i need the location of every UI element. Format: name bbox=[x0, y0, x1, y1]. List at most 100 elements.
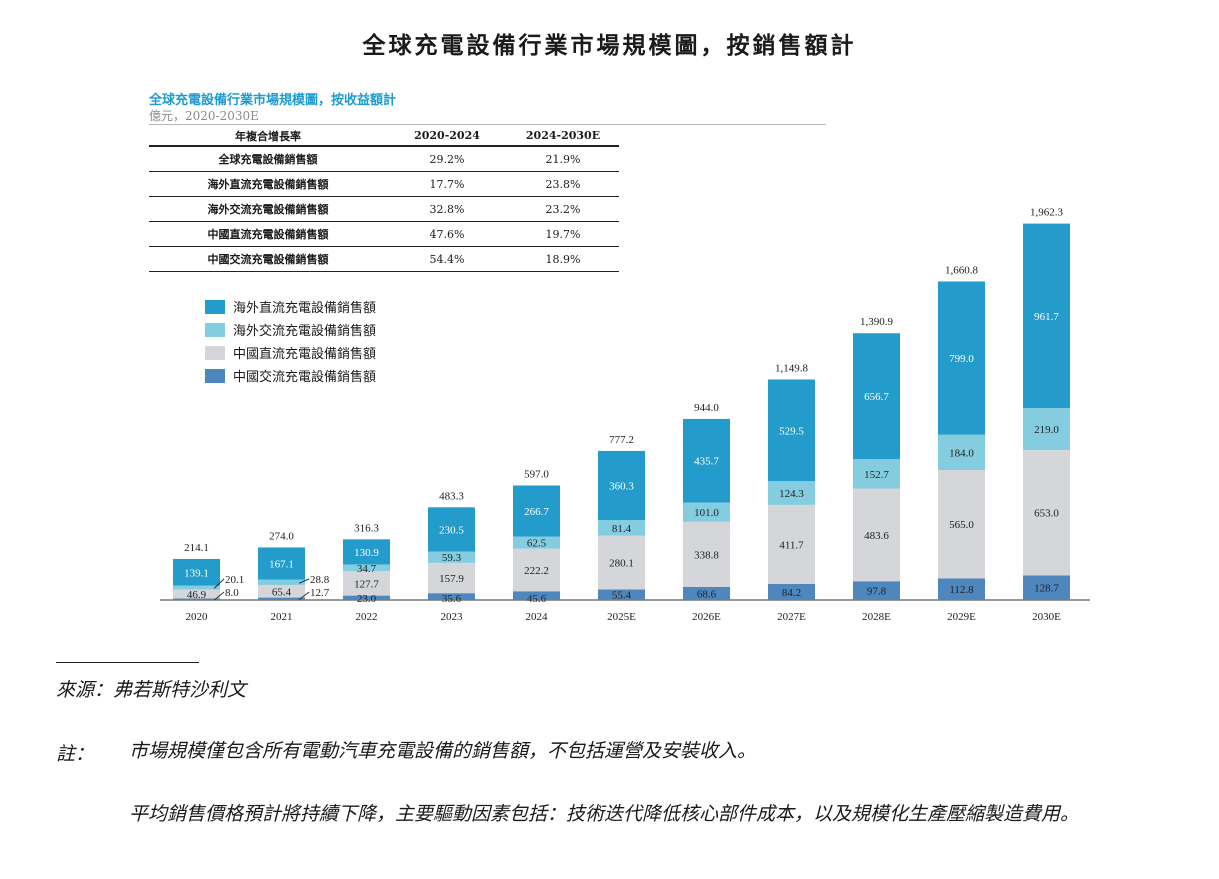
data-label-china_ac: 12.7 bbox=[310, 587, 330, 599]
bar-segment-overseas_ac bbox=[768, 481, 815, 505]
chart-subtitle: 億元，2020-2030E bbox=[149, 109, 259, 123]
row-value-2024-2030e: 21.9% bbox=[507, 146, 619, 172]
data-label-overseas_dc: 130.9 bbox=[354, 547, 379, 559]
bar-segment-china_ac bbox=[938, 578, 985, 600]
row-label: 海外直流充電設備銷售額 bbox=[149, 171, 387, 197]
bar-segment-china_dc bbox=[343, 571, 390, 596]
data-label-overseas_ac: 81.4 bbox=[612, 523, 632, 535]
title-divider bbox=[149, 124, 826, 125]
bar-segment-overseas_dc bbox=[683, 418, 730, 503]
bar-segment-china_dc bbox=[598, 535, 645, 590]
data-label-overseas_dc: 799.0 bbox=[949, 353, 974, 365]
bar-segment-china_ac bbox=[428, 593, 475, 600]
legend-label: 海外直流充電設備銷售額 bbox=[233, 301, 377, 316]
x-tick-label: 2026E bbox=[692, 611, 721, 623]
bar-total-label: 274.0 bbox=[269, 530, 294, 542]
x-tick-label: 2030E bbox=[1032, 611, 1061, 623]
x-tick-label: 2023 bbox=[441, 611, 464, 623]
data-label-china_dc: 127.7 bbox=[354, 578, 379, 590]
bar-segment-overseas_dc bbox=[853, 333, 900, 460]
data-label-overseas_ac: 28.8 bbox=[310, 574, 330, 586]
leader-line bbox=[213, 591, 225, 601]
row-value-2020-2024: 54.4% bbox=[387, 246, 507, 272]
legend-label: 中國直流充電設備銷售額 bbox=[233, 347, 377, 362]
data-label-china_ac: 55.4 bbox=[612, 590, 632, 602]
cagr-header-period2: 2024-2030E bbox=[507, 126, 619, 147]
bar-segment-overseas_ac bbox=[258, 579, 305, 586]
data-label-china_ac: 35.6 bbox=[442, 593, 462, 605]
data-label-overseas_ac: 184.0 bbox=[949, 447, 974, 459]
bar-total-label: 1,962.3 bbox=[1030, 207, 1064, 219]
bar-segment-overseas_ac bbox=[938, 434, 985, 470]
data-label-overseas_dc: 435.7 bbox=[694, 456, 719, 468]
row-value-2024-2030e: 23.2% bbox=[507, 196, 619, 222]
row-label: 中國交流充電設備銷售額 bbox=[149, 246, 387, 272]
bar-segment-overseas_ac bbox=[173, 585, 220, 590]
data-label-china_ac: 68.6 bbox=[697, 588, 717, 600]
data-label-overseas_ac: 101.0 bbox=[694, 507, 719, 519]
bar-segment-china_dc bbox=[173, 589, 220, 599]
legend-item-overseas-ac: 海外交流充電設備銷售額 bbox=[205, 318, 376, 341]
data-label-overseas_ac: 219.0 bbox=[1034, 424, 1059, 436]
bar-total-label: 316.3 bbox=[354, 522, 379, 534]
bar-segment-china_dc bbox=[683, 521, 730, 587]
x-tick-label: 2020 bbox=[186, 611, 209, 623]
row-label: 海外交流充電設備銷售額 bbox=[149, 196, 387, 222]
data-label-china_ac: 84.2 bbox=[782, 587, 801, 599]
bar-segment-overseas_ac bbox=[1023, 408, 1070, 451]
data-label-overseas_dc: 360.3 bbox=[609, 480, 634, 492]
cagr-table: 年複合增長率 2020-2024 2024-2030E 全球充電設備銷售額 29… bbox=[149, 126, 619, 272]
bar-segment-overseas_dc bbox=[938, 281, 985, 435]
bar-segment-china_dc bbox=[853, 488, 900, 582]
table-row: 海外交流充電設備銷售額 32.8% 23.2% bbox=[149, 196, 619, 222]
legend-swatch bbox=[205, 322, 225, 337]
legend-swatch bbox=[205, 345, 225, 360]
bar-segment-china_dc bbox=[768, 504, 815, 584]
cagr-header-label: 年複合增長率 bbox=[149, 126, 387, 147]
data-label-overseas_ac: 152.7 bbox=[864, 469, 889, 481]
data-label-overseas_dc: 961.7 bbox=[1034, 311, 1059, 323]
legend-swatch bbox=[205, 299, 225, 314]
bar-total-label: 214.1 bbox=[184, 542, 209, 554]
bar-segment-china_dc bbox=[1023, 450, 1070, 576]
legend-label: 中國交流充電設備銷售額 bbox=[233, 370, 377, 385]
data-label-china_dc: 338.8 bbox=[694, 549, 719, 561]
leader-line bbox=[298, 578, 310, 584]
bar-total-label: 597.0 bbox=[524, 468, 549, 480]
bar-segment-china_ac bbox=[173, 598, 220, 600]
bar-segment-overseas_ac bbox=[428, 551, 475, 563]
table-row: 中國交流充電設備銷售額 54.4% 18.9% bbox=[149, 246, 619, 272]
data-label-overseas_dc: 266.7 bbox=[524, 506, 549, 518]
bar-segment-overseas_dc bbox=[258, 547, 305, 580]
bar-total-label: 944.0 bbox=[694, 402, 719, 414]
note-text: 平均銷售價格預計將持續下降，主要驅動因素包括：技術迭代降低核心部件成本，以及規模… bbox=[129, 803, 1080, 825]
bar-segment-overseas_ac bbox=[683, 502, 730, 522]
row-label: 中國直流充電設備銷售額 bbox=[149, 221, 387, 247]
data-label-china_dc: 280.1 bbox=[609, 558, 634, 570]
x-tick-label: 2027E bbox=[777, 611, 806, 623]
data-label-overseas_ac: 34.7 bbox=[357, 563, 377, 575]
data-label-china_ac: 128.7 bbox=[1034, 583, 1059, 595]
legend-item-overseas-dc: 海外直流充電設備銷售額 bbox=[205, 295, 376, 318]
bar-segment-china_dc bbox=[938, 469, 985, 579]
legend-item-china-dc: 中國直流充電設備銷售額 bbox=[205, 341, 376, 364]
x-tick-label: 2029E bbox=[947, 611, 976, 623]
bar-segment-china_ac bbox=[768, 583, 815, 600]
x-tick-label: 2028E bbox=[862, 611, 891, 623]
data-label-china_dc: 222.2 bbox=[524, 565, 549, 577]
bar-segment-china_ac bbox=[513, 591, 560, 600]
data-label-china_ac: 8.0 bbox=[225, 587, 239, 599]
data-label-overseas_dc: 529.5 bbox=[779, 425, 804, 437]
x-tick-label: 2022 bbox=[356, 611, 378, 623]
bar-segment-china_ac bbox=[598, 589, 645, 600]
note-label: 註： bbox=[56, 743, 95, 765]
legend-swatch bbox=[205, 368, 225, 383]
bar-segment-overseas_dc bbox=[768, 379, 815, 482]
bar-segment-china_ac bbox=[258, 597, 305, 600]
data-label-overseas_ac: 62.5 bbox=[527, 538, 547, 550]
data-label-china_dc: 653.0 bbox=[1034, 508, 1059, 520]
leader-line bbox=[298, 591, 310, 601]
data-label-overseas_dc: 167.1 bbox=[269, 558, 294, 570]
table-row: 海外直流充電設備銷售額 17.7% 23.8% bbox=[149, 171, 619, 197]
